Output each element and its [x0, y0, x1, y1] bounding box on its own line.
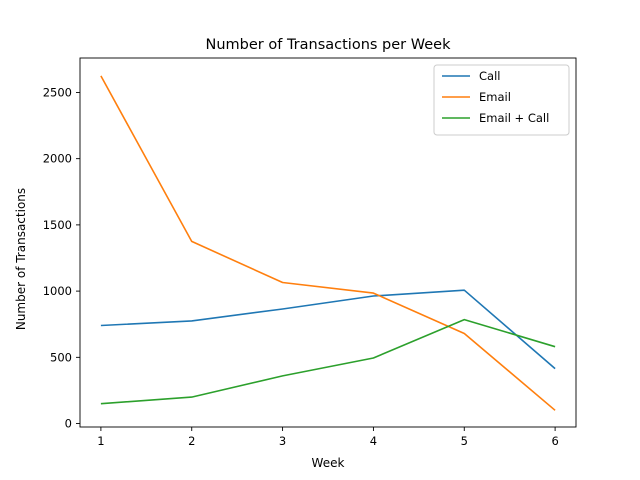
y-tick-label: 2000	[43, 152, 72, 166]
x-tick-label: 6	[551, 434, 558, 448]
legend: Call Email Email + Call	[433, 64, 570, 136]
legend-label: Call	[479, 69, 500, 83]
x-tick-label: 4	[370, 434, 377, 448]
y-tick-label: 0	[65, 417, 72, 431]
chart-title: Number of Transactions per Week	[206, 37, 452, 53]
x-axis-ticks: 1 2 3 4 5 6	[97, 427, 559, 448]
x-tick-label: 2	[188, 434, 195, 448]
y-tick-label: 1000	[43, 284, 72, 298]
x-tick-label: 3	[279, 434, 286, 448]
y-axis-label: Number of Transactions	[14, 188, 28, 330]
series-line-email	[100, 75, 556, 411]
y-tick-label: 500	[50, 350, 72, 364]
plot-area	[100, 75, 556, 411]
y-axis-ticks: 0 500 1000 1500 2000 2500	[43, 85, 80, 431]
x-axis-label: Week	[312, 456, 345, 470]
series-line-call	[100, 289, 556, 370]
y-tick-label: 2500	[43, 85, 72, 99]
x-tick-label: 1	[97, 434, 104, 448]
y-tick-label: 1500	[43, 218, 72, 232]
plot-frame	[79, 57, 577, 428]
legend-label: Email + Call	[479, 111, 549, 125]
x-tick-label: 5	[461, 434, 468, 448]
series-line-email-call	[100, 318, 556, 405]
legend-label: Email	[479, 90, 511, 104]
